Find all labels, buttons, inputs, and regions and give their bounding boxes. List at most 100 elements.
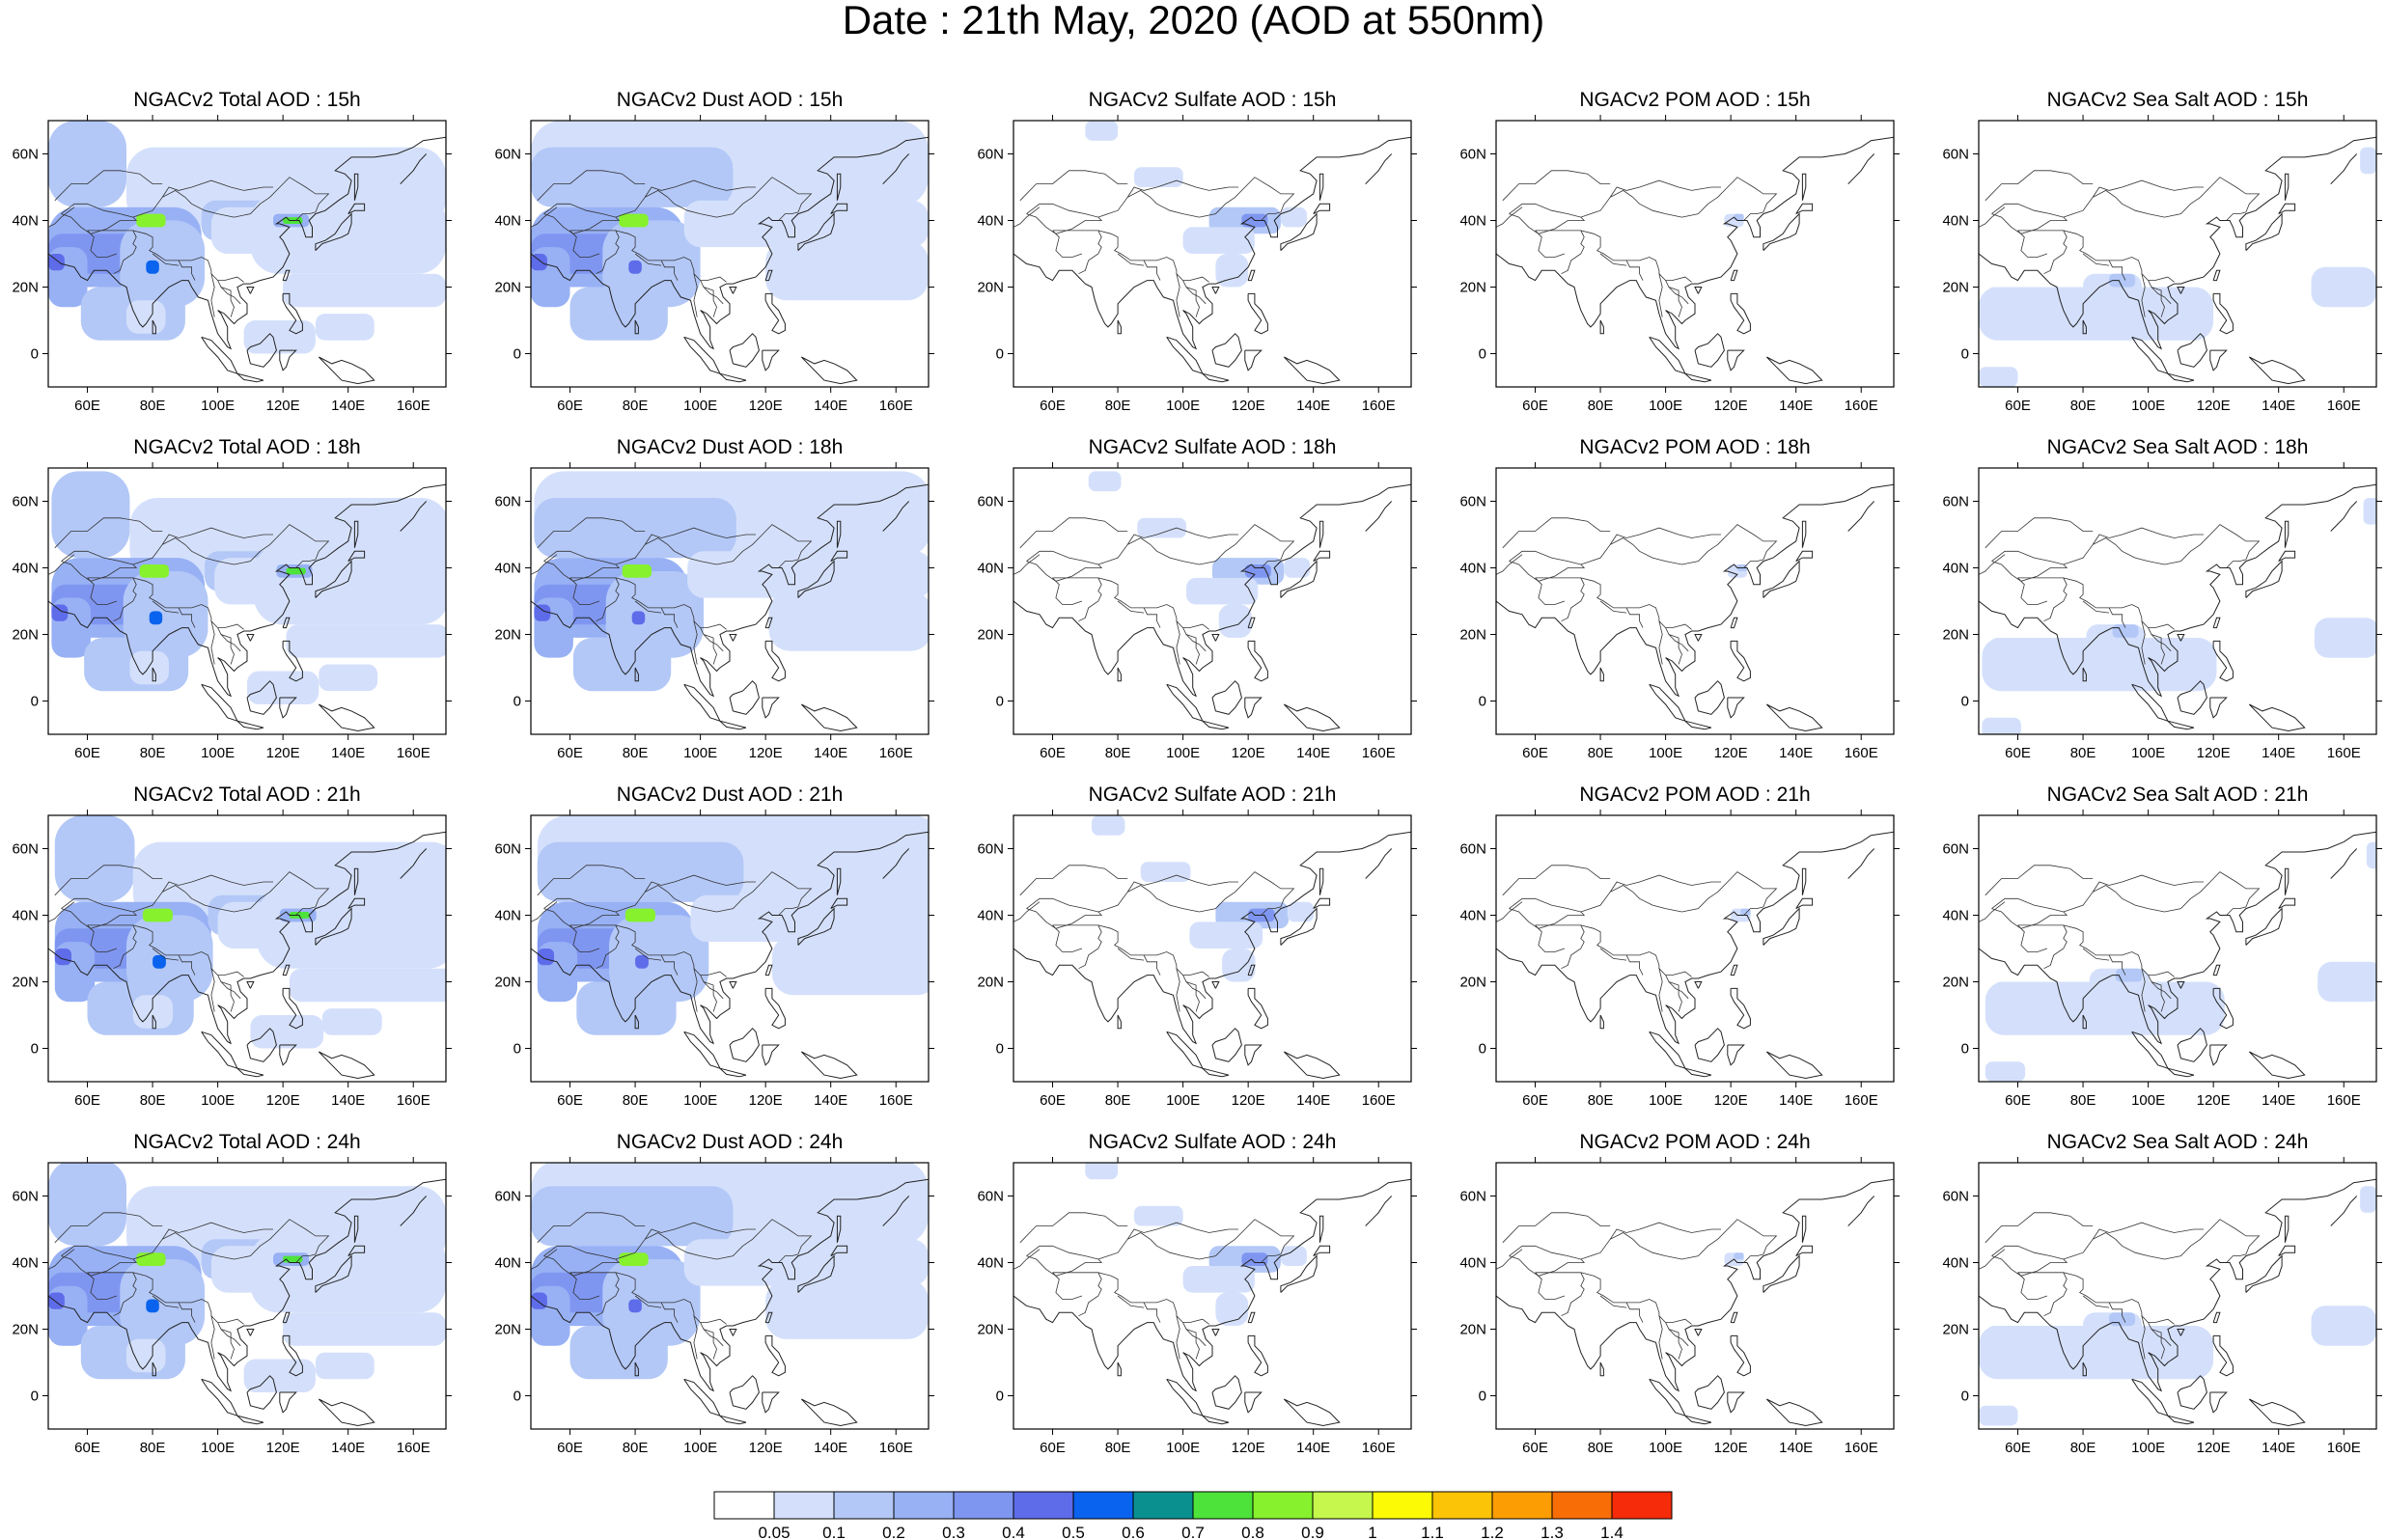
country-border: [210, 1315, 215, 1360]
aod-region: [1979, 1405, 2018, 1426]
country-border: [1535, 230, 1566, 258]
lat-label: 40N: [494, 908, 521, 924]
country-border: [2082, 948, 2110, 961]
country-border: [1026, 1255, 1103, 1277]
colorbar-swatch: [1252, 1491, 1314, 1520]
aod-field: [1013, 1163, 1411, 1429]
country-border: [1019, 170, 1128, 202]
coastline: [236, 1067, 264, 1078]
country-border: [1052, 924, 1083, 952]
country-border: [1143, 1302, 1161, 1323]
coastline: [719, 1415, 747, 1425]
lat-label: 60N: [1459, 494, 1486, 510]
coastline: [2167, 372, 2195, 383]
aod-region: [683, 1239, 929, 1286]
country-border: [1668, 981, 1689, 1000]
aod-region: [136, 1252, 166, 1266]
coastline: [836, 867, 842, 895]
panel-title: NGACv2 POM AOD : 18h: [1579, 436, 1811, 458]
country-border: [132, 924, 244, 977]
country-border: [61, 177, 330, 218]
lat-label: 20N: [1459, 975, 1486, 991]
lon-label: 60E: [1522, 745, 1548, 761]
country-border: [660, 954, 679, 976]
country-border: [1535, 924, 1585, 970]
country-border: [1509, 213, 1586, 234]
coastline: [1211, 634, 1220, 642]
aod-region: [132, 995, 174, 1029]
coastline: [764, 1311, 773, 1324]
lat-label: 60N: [494, 494, 521, 510]
coastline: [282, 269, 291, 282]
country-border: [703, 1329, 724, 1347]
country-border: [2108, 260, 2126, 281]
country-border: [2082, 253, 2110, 266]
coastline: [2330, 501, 2358, 532]
coastline: [1318, 867, 1324, 895]
lon-label: 100E: [201, 1092, 235, 1109]
coastline: [1694, 680, 1725, 715]
country-border: [61, 213, 138, 234]
figure-title: Date : 21th May, 2020 (AOD at 550nm): [842, 0, 1545, 42]
aod-region: [2366, 841, 2376, 869]
coastline: [1211, 1329, 1220, 1336]
country-border: [1509, 177, 1778, 218]
aod-region: [572, 638, 672, 692]
lon-label: 160E: [1845, 398, 1878, 414]
coastline: [634, 319, 639, 335]
aod-region: [628, 1299, 642, 1313]
coastline: [2082, 1014, 2087, 1030]
aod-region: [619, 1252, 649, 1266]
coastline: [282, 1334, 303, 1377]
coastline: [764, 964, 773, 976]
country-border: [1668, 634, 1689, 652]
country-border: [210, 620, 215, 665]
country-border: [2092, 179, 2204, 198]
country-border: [2141, 1315, 2146, 1360]
panel-title: NGACv2 Total AOD : 15h: [133, 89, 361, 111]
lat-label: 40N: [494, 1255, 521, 1272]
country-border: [1743, 559, 1763, 568]
panel-title: NGACv2 Sea Salt AOD : 15h: [2046, 89, 2309, 111]
map-panel-2-3: 60N 40N 20N 0 60E 80E 100E 120E 140E 160E: [1459, 810, 1900, 1109]
lon-label: 80E: [1588, 1092, 1614, 1109]
aod-region: [628, 260, 642, 274]
lat-label: 0: [1479, 1389, 1486, 1405]
country-border: [1625, 1302, 1644, 1323]
country-border: [1117, 600, 1145, 614]
country-border: [615, 924, 727, 977]
country-border: [1026, 524, 1295, 565]
coastline: [1247, 987, 1268, 1030]
lon-label: 60E: [74, 1092, 100, 1109]
country-border: [61, 908, 138, 929]
country-border: [1991, 561, 2068, 582]
country-border: [1261, 211, 1281, 221]
country-border: [1535, 1272, 1566, 1300]
coastline: [1280, 907, 1318, 946]
coastline: [282, 964, 291, 976]
country-border: [1126, 1222, 1238, 1240]
lon-label: 160E: [397, 398, 430, 414]
coastline: [1313, 1245, 1331, 1257]
coastline: [1211, 333, 1242, 368]
coastline: [315, 560, 352, 598]
lat-label: 20N: [12, 627, 39, 644]
coastline: [246, 981, 255, 989]
country-border: [1535, 230, 1585, 275]
coastline: [1765, 356, 1823, 385]
map-panel-0-3: 60N 40N 20N 0 60E 80E 100E 120E 140E 160E: [1459, 115, 1900, 414]
lon-label: 140E: [2262, 1440, 2295, 1456]
country-border: [87, 577, 118, 605]
lat-label: 40N: [1942, 561, 1969, 577]
country-border: [2151, 1329, 2172, 1347]
country-border: [1143, 954, 1161, 976]
coastline: [1979, 831, 2376, 1045]
lat-label: 40N: [977, 908, 1004, 924]
country-border: [615, 577, 727, 630]
country-border: [644, 179, 756, 198]
coastline: [2177, 1375, 2207, 1410]
aod-region: [1740, 908, 1751, 916]
panel-title: NGACv2 Total AOD : 18h: [133, 436, 361, 458]
coastline: [1847, 501, 1875, 532]
colorbar-swatch: [833, 1491, 895, 1520]
